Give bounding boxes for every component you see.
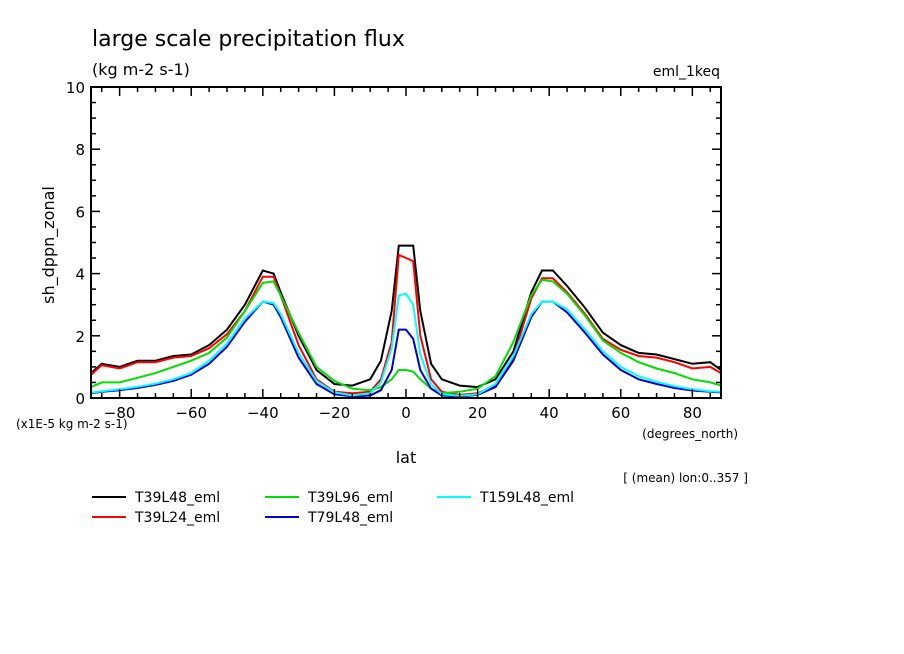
legend: T39L48_eml T39L24_eml T39L96_eml T79L48_eml… <box>92 490 574 526</box>
legend-item-T79L48_eml: T79L48_eml <box>265 510 393 526</box>
series-line-T39L48_eml <box>90 244 722 389</box>
x-tick-label: −80 <box>104 404 136 422</box>
series-layer <box>90 244 722 398</box>
legend-item-T159L48_eml: T159L48_eml <box>437 490 574 506</box>
chart-subtitle: (kg m-2 s-1) <box>92 60 190 79</box>
x-units-label: (degrees_north) <box>642 427 738 441</box>
x-tick-label: 0 <box>401 404 411 422</box>
footnote: [ (mean) lon:0..357 ] <box>623 471 748 485</box>
x-tick-label: 60 <box>611 404 630 422</box>
x-tick-label: 40 <box>540 404 559 422</box>
series-line-T39L96_eml <box>90 278 722 395</box>
y-tick-label: 10 <box>66 79 85 97</box>
series-line-T79L48_eml <box>90 300 722 398</box>
y-axis-label: sh_dppn_zonal <box>39 186 59 304</box>
y-tick-label: 4 <box>75 266 85 284</box>
x-tick-label: 20 <box>468 404 487 422</box>
legend-label: T79L48_eml <box>307 510 393 526</box>
y-tick-label: 2 <box>75 328 85 346</box>
x-tick-label: −40 <box>247 404 279 422</box>
experiment-label: eml_1keq <box>653 64 720 80</box>
series-line-T159L48_eml <box>90 292 722 397</box>
y-tick-label: 8 <box>75 141 85 159</box>
axes-layer: −80 −60 −40 −20 0 20 40 60 80 0 2 4 6 8 10 <box>66 79 722 422</box>
legend-label: T39L96_eml <box>307 490 393 506</box>
legend-item-T39L48_eml: T39L48_eml <box>92 490 220 506</box>
y-tick-label: 6 <box>75 203 85 221</box>
y-scale-note: (x1E-5 kg m-2 s-1) <box>16 417 128 431</box>
chart-title: large scale precipitation flux <box>92 27 405 52</box>
legend-item-T39L96_eml: T39L96_eml <box>265 490 393 506</box>
legend-label: T39L24_eml <box>134 510 220 526</box>
legend-label: T39L48_eml <box>134 490 220 506</box>
x-tick-label: 80 <box>683 404 702 422</box>
legend-item-T39L24_eml: T39L24_eml <box>92 510 220 526</box>
x-tick-label: −60 <box>175 404 207 422</box>
y-tick-label: 0 <box>75 390 85 408</box>
legend-label: T159L48_eml <box>479 490 574 506</box>
x-tick-label: −20 <box>319 404 351 422</box>
x-axis-label: lat <box>396 448 417 467</box>
